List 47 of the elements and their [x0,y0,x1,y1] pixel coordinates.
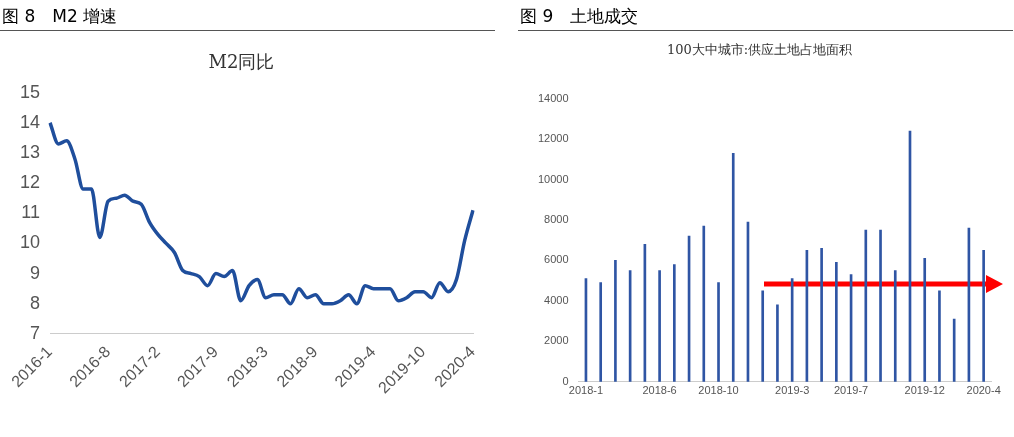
x-tick-label: 2018-10 [698,384,739,397]
bar [864,229,868,382]
y-tick-label: 8 [30,292,41,313]
y-tick-label: 11 [21,202,41,223]
bar [879,229,882,382]
bar [658,270,661,382]
bar [893,270,897,382]
chart-title: 图 8 M2 增速 [0,0,495,31]
y-tick-label: 8000 [544,213,569,225]
y-tick-label: 15 [19,81,41,102]
y-tick-label: 10000 [537,172,569,185]
x-tick-label: 2018-6 [642,384,677,397]
y-tick-label: 14 [19,111,41,132]
bar [820,247,823,382]
chart-title: 图 9 土地成交 [518,0,1013,31]
x-tick-label: 2018-1 [568,384,604,397]
bar [599,282,603,382]
y-tick-label: 2000 [544,334,569,347]
bar [702,225,706,382]
bar [938,290,941,382]
bar [717,282,720,382]
bar [776,304,779,382]
y-tick-label: 12000 [537,132,569,145]
line-series [48,121,475,306]
x-tick-label: 2019-12 [904,384,945,397]
bar [731,152,735,382]
y-tick-label: 12 [19,172,41,193]
y-tick-label: 7 [30,322,41,343]
bar [835,262,838,382]
bar [982,249,985,382]
x-tick-label: 2019-3 [775,384,810,397]
y-tick-label: 6000 [544,253,569,266]
y-tick-label: 10 [19,232,41,253]
bar [761,290,765,382]
bar [614,260,617,382]
y-tick-label: 4000 [544,293,569,306]
bar [952,318,956,382]
x-tick-label: 2020-4 [966,384,1001,397]
y-tick-label: 13 [19,141,41,162]
x-tick-label: 2019-7 [833,384,869,397]
y-tick-label: 0 [562,374,569,387]
y-tick-label: 14000 [537,91,569,104]
chart-subtitle: M2同比 [208,51,275,73]
bar [923,258,927,382]
y-tick-label: 9 [30,262,41,283]
chart-subtitle: 100大中城市:供应土地占地面积 [666,42,853,58]
bar [673,264,676,382]
